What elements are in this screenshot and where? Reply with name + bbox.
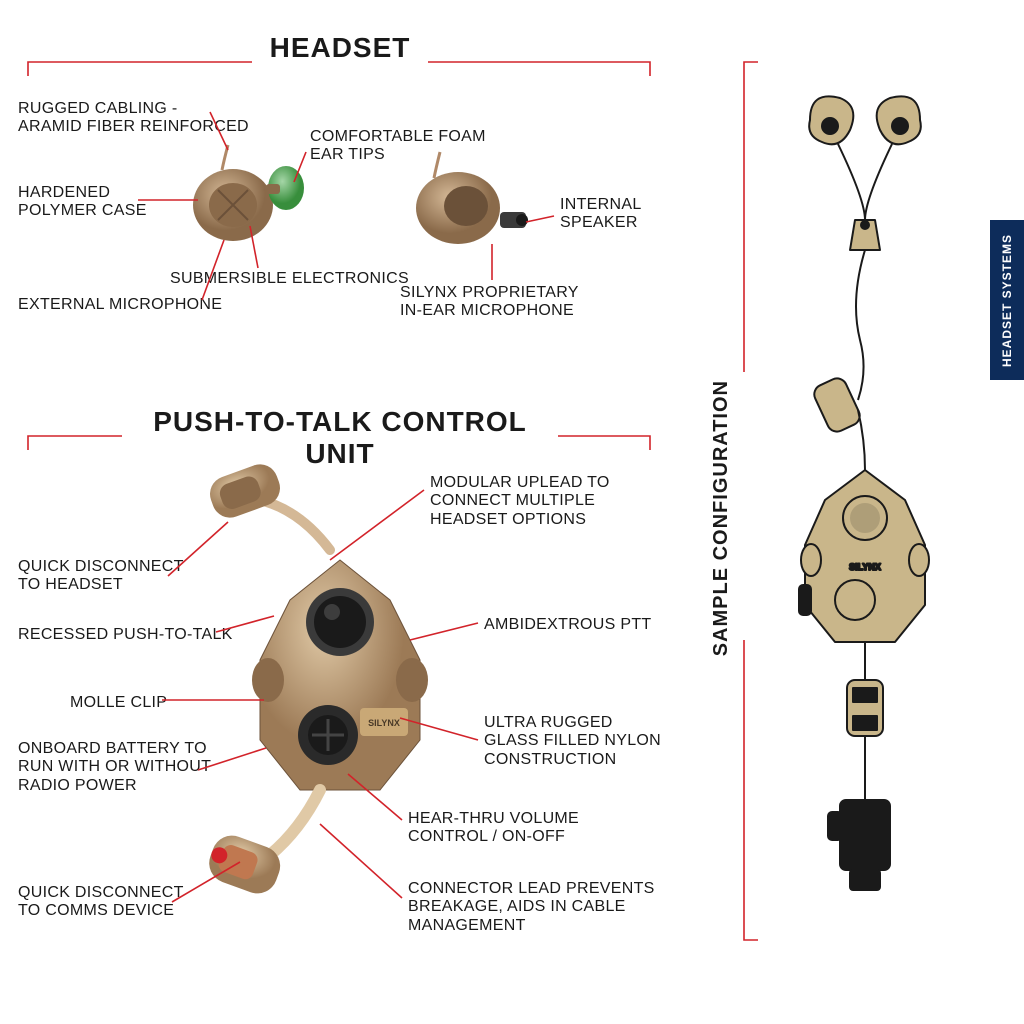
- callout-hardened-case: HARDENED POLYMER CASE: [18, 184, 147, 221]
- ptt-unit-icon: SILYNX: [190, 460, 490, 920]
- callout-molle-clip: MOLLE CLIP: [70, 694, 167, 712]
- side-tab-headset-systems: HEADSET SYSTEMS: [990, 220, 1024, 380]
- callout-ambi-ptt: AMBIDEXTROUS PTT: [484, 616, 651, 634]
- earbud-right-icon: [410, 150, 540, 260]
- headset-title: HEADSET: [260, 32, 420, 64]
- callout-internal-speaker: INTERNAL SPEAKER: [560, 196, 642, 233]
- callout-ultra-rugged: ULTRA RUGGED GLASS FILLED NYLON CONSTRUC…: [484, 714, 661, 769]
- callout-in-ear-mic: SILYNX PROPRIETARY IN-EAR MICROPHONE: [400, 284, 579, 321]
- callout-qd-headset: QUICK DISCONNECT TO HEADSET: [18, 558, 184, 595]
- svg-text:SILYNX: SILYNX: [849, 562, 881, 572]
- sample-config-diagram: SILYNX: [750, 80, 980, 940]
- callout-qd-comms: QUICK DISCONNECT TO COMMS DEVICE: [18, 884, 184, 921]
- svg-text:SILYNX: SILYNX: [368, 718, 400, 728]
- earbud-left-icon: [188, 140, 318, 260]
- sample-config-label: SAMPLE CONFIGURATION: [710, 380, 733, 656]
- callout-rugged-cabling: RUGGED CABLING - ARAMID FIBER REINFORCED: [18, 100, 249, 137]
- callout-onboard-batt: ONBOARD BATTERY TO RUN WITH OR WITHOUT R…: [18, 740, 211, 795]
- callout-submersible: SUBMERSIBLE ELECTRONICS: [170, 270, 409, 288]
- callout-external-mic: EXTERNAL MICROPHONE: [18, 296, 222, 314]
